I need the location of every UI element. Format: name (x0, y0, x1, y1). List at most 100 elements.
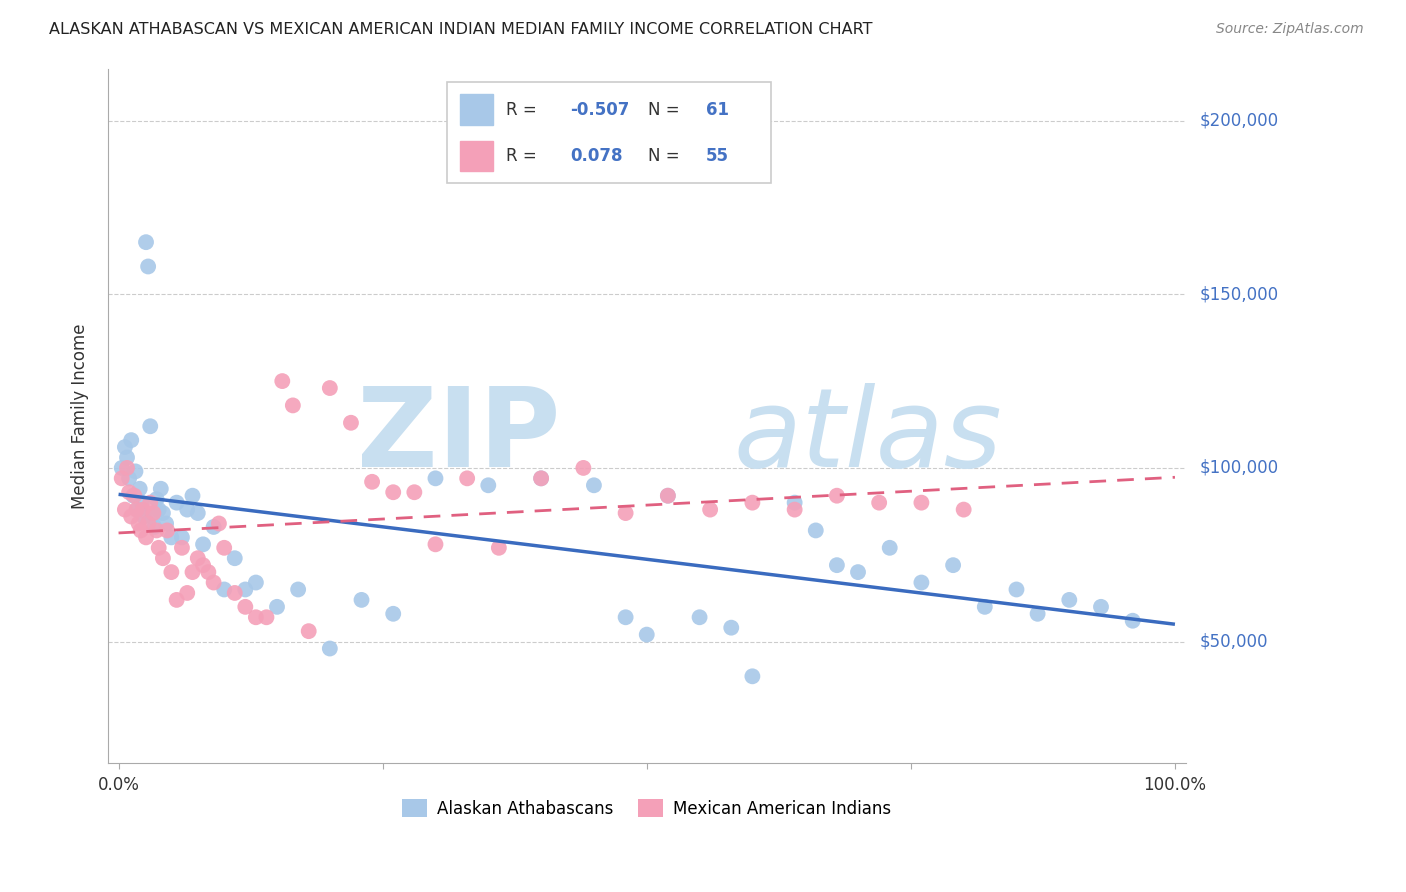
Text: $100,000: $100,000 (1199, 458, 1278, 477)
Point (202, 575, 225, 590)
Point (319, 641, 342, 656)
Point (114, 502, 136, 516)
Text: Source: ZipAtlas.com: Source: ZipAtlas.com (1216, 22, 1364, 37)
Text: ALASKAN ATHABASCAN VS MEXICAN AMERICAN INDIAN MEDIAN FAMILY INCOME CORRELATION C: ALASKAN ATHABASCAN VS MEXICAN AMERICAN I… (49, 22, 873, 37)
Point (149, 482, 172, 496)
Point (166, 496, 188, 510)
Point (350, 593, 373, 607)
Point (120, 433, 142, 447)
Point (148, 541, 170, 555)
Point (825, 489, 848, 503)
Point (298, 624, 321, 639)
Y-axis label: Median Family Income: Median Family Income (72, 323, 89, 508)
Point (783, 502, 806, 516)
Point (128, 482, 150, 496)
Point (145, 492, 167, 507)
Point (129, 524, 152, 538)
Point (135, 530, 157, 544)
Point (181, 565, 204, 579)
Point (1059, 593, 1081, 607)
Point (942, 558, 965, 573)
Point (361, 475, 384, 489)
Point (145, 524, 167, 538)
Point (382, 485, 405, 500)
Text: $50,000: $50,000 (1199, 632, 1268, 650)
Point (128, 516, 150, 531)
Point (271, 374, 294, 388)
Point (910, 496, 932, 510)
Point (118, 471, 141, 485)
Point (266, 599, 288, 614)
Point (118, 485, 141, 500)
Point (657, 489, 679, 503)
Point (115, 450, 138, 465)
Point (456, 471, 478, 485)
Point (319, 381, 342, 395)
Point (1122, 614, 1144, 628)
Point (160, 530, 183, 544)
Point (114, 440, 136, 454)
Point (868, 496, 890, 510)
Point (202, 520, 225, 534)
Point (1090, 599, 1112, 614)
Point (152, 506, 174, 520)
Text: ZIP: ZIP (357, 384, 561, 491)
Point (530, 471, 553, 485)
Point (166, 593, 188, 607)
Point (152, 551, 174, 566)
Point (125, 502, 148, 516)
Point (973, 599, 995, 614)
Point (233, 599, 256, 614)
Point (488, 541, 510, 555)
Point (156, 524, 179, 538)
Point (141, 509, 163, 524)
Point (614, 506, 637, 520)
Point (212, 541, 235, 555)
Point (614, 610, 637, 624)
Point (124, 464, 146, 478)
Point (804, 524, 827, 538)
Point (160, 565, 183, 579)
Point (170, 530, 193, 544)
Point (176, 502, 198, 516)
Point (120, 509, 142, 524)
Point (910, 575, 932, 590)
Point (143, 520, 166, 534)
Point (425, 471, 447, 485)
Point (181, 489, 204, 503)
Point (404, 485, 426, 500)
Point (197, 565, 219, 579)
Point (148, 502, 170, 516)
Point (340, 416, 363, 430)
Point (1005, 582, 1028, 597)
Point (783, 496, 806, 510)
Point (224, 586, 246, 600)
Text: $200,000: $200,000 (1199, 112, 1278, 129)
Point (477, 478, 499, 492)
Point (382, 607, 405, 621)
Point (425, 537, 447, 551)
Point (111, 461, 134, 475)
Text: atlas: atlas (733, 384, 1001, 491)
Point (636, 627, 658, 641)
Point (191, 558, 214, 573)
Point (530, 471, 553, 485)
Point (131, 496, 153, 510)
Point (155, 516, 177, 531)
Point (212, 582, 235, 597)
Point (256, 610, 278, 624)
Point (245, 575, 267, 590)
Point (115, 461, 138, 475)
Point (879, 541, 901, 555)
Point (139, 419, 162, 434)
Point (122, 489, 145, 503)
Point (281, 398, 304, 412)
Point (127, 502, 149, 516)
Point (233, 582, 256, 597)
Point (741, 669, 763, 683)
Point (187, 506, 209, 520)
Point (952, 502, 974, 516)
Point (689, 610, 711, 624)
Point (699, 502, 721, 516)
Point (741, 496, 763, 510)
